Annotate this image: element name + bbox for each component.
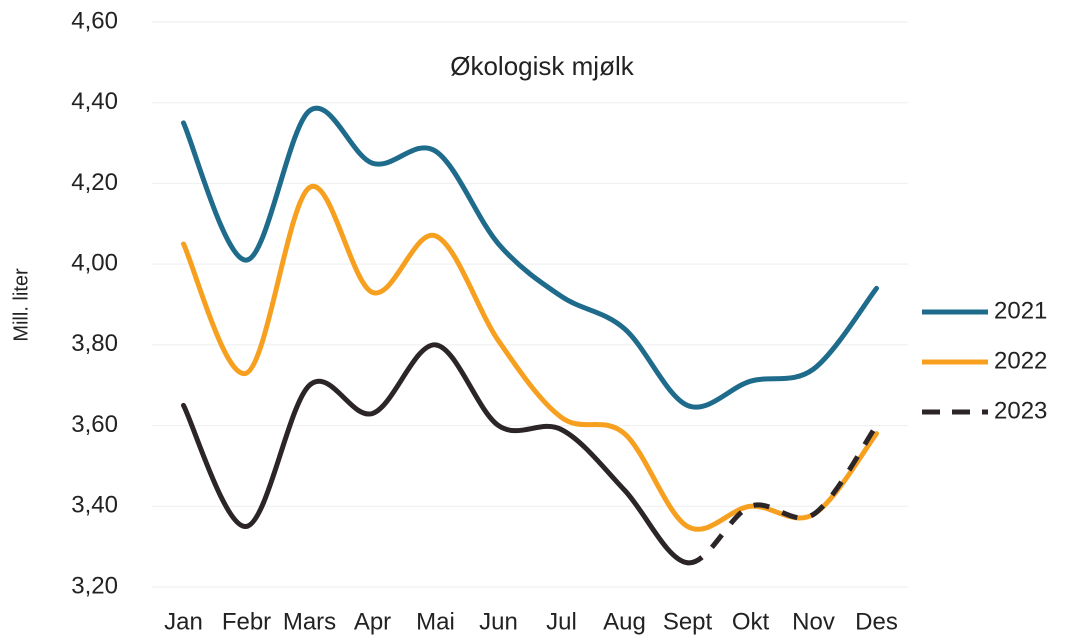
y-tick-label: 3,40 — [71, 492, 118, 519]
y-tick-label: 3,80 — [71, 330, 118, 357]
legend-label: 2021 — [994, 297, 1047, 324]
series-line — [181, 105, 879, 410]
x-tick-label: Apr — [354, 608, 391, 635]
y-tick-label: 4,20 — [71, 169, 118, 196]
x-tick-label: Nov — [792, 608, 835, 635]
legend-label: 2023 — [994, 397, 1047, 424]
series-line — [181, 342, 690, 566]
x-tick-label: Jan — [164, 608, 203, 635]
series-line — [181, 183, 879, 532]
x-tick-label: Jun — [479, 608, 518, 635]
x-tick-label: Febr — [222, 608, 271, 635]
y-tick-label: 3,60 — [71, 411, 118, 438]
x-tick-label: Mai — [416, 608, 455, 635]
x-tick-label: Sept — [663, 608, 713, 635]
x-tick-label: Aug — [603, 608, 646, 635]
x-tick-label: Jul — [546, 608, 577, 635]
legend-label: 2022 — [994, 347, 1047, 374]
x-tick-label: Okt — [732, 608, 770, 635]
x-tick-label: Des — [855, 608, 898, 635]
y-tick-label: 4,60 — [71, 7, 118, 34]
chart-title: Økologisk mjølk — [450, 51, 634, 81]
y-axis-label: Mill. liter — [10, 268, 32, 342]
y-tick-label: 4,00 — [71, 249, 118, 276]
y-tick-label: 4,40 — [71, 88, 118, 115]
y-tick-label: 3,20 — [71, 572, 118, 599]
x-tick-label: Mars — [283, 608, 336, 635]
series-line-dashed — [687, 424, 879, 566]
